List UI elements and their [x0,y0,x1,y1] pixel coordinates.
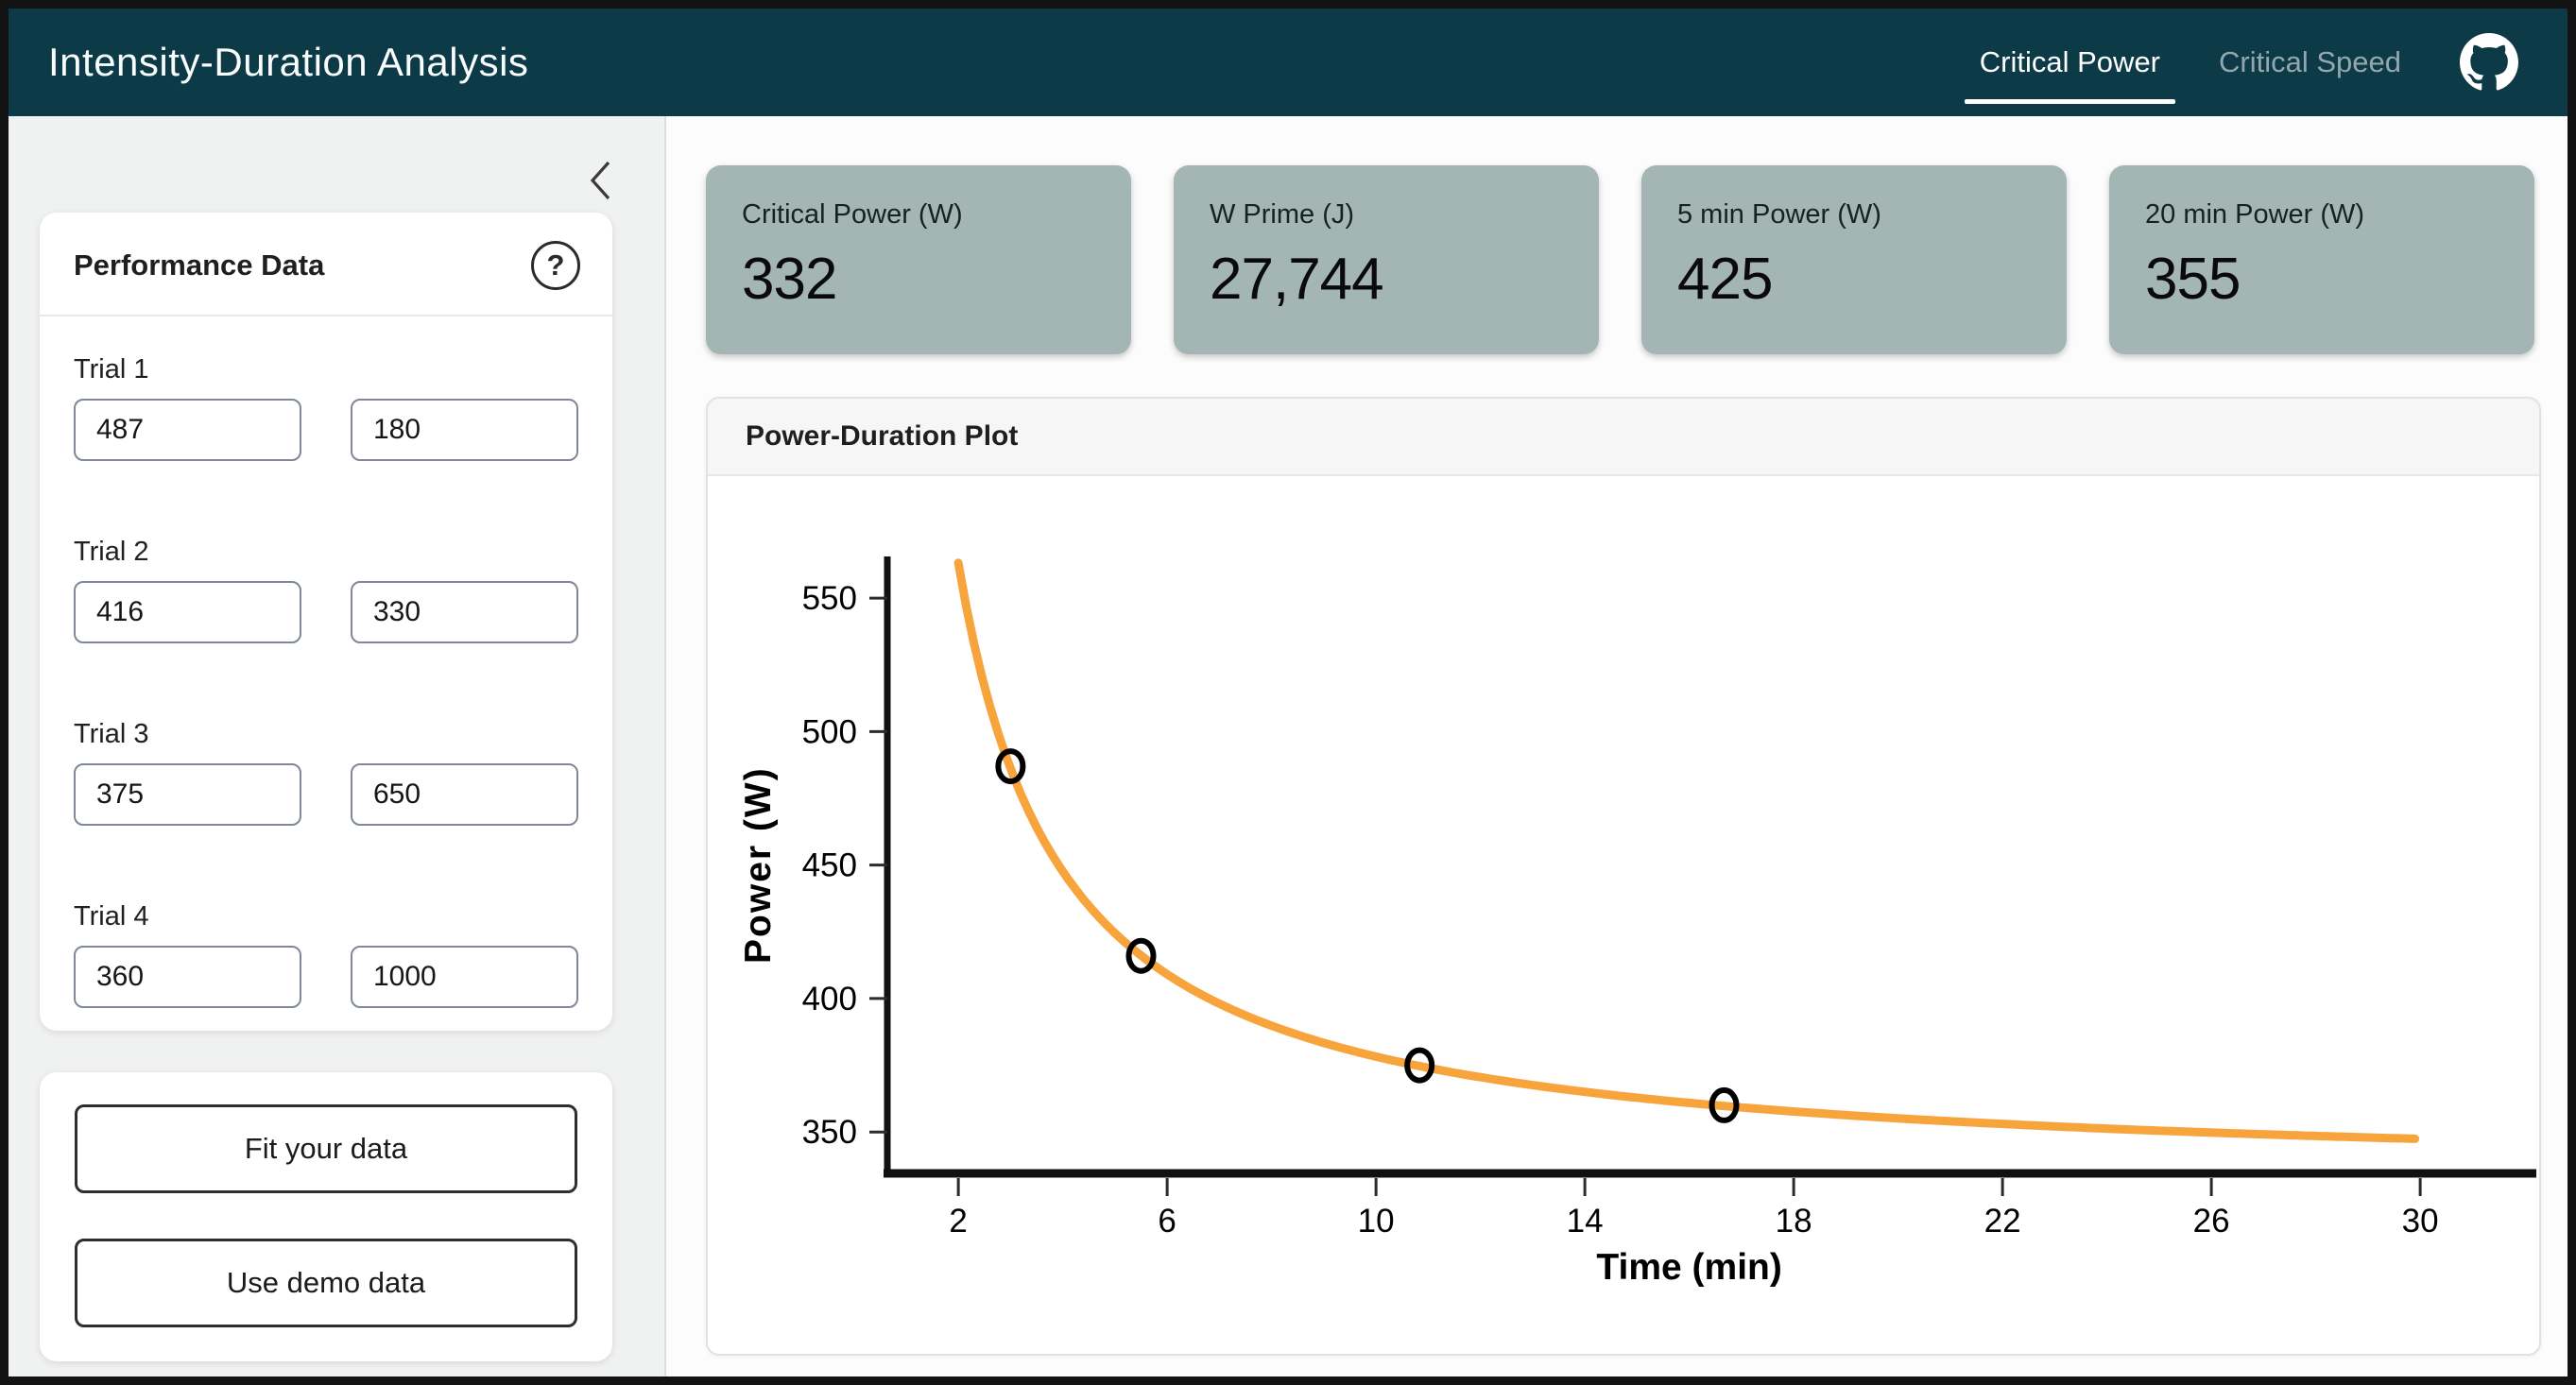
performance-data-panel: Performance Data ? Trial 1 Trial 2 Trial… [40,213,612,1031]
svg-text:Time (min): Time (min) [1596,1247,1781,1288]
plot-card-header: Power-Duration Plot [708,399,2539,476]
actions-panel: Fit your data Use demo data [40,1072,612,1361]
app-header: Intensity-Duration Analysis Critical Pow… [9,9,2567,116]
svg-text:22: 22 [1984,1203,2021,1240]
stat-card-5min-power: 5 min Power (W) 425 [1641,165,2067,354]
header-nav: Critical Power Critical Speed [1964,9,2518,116]
fit-your-data-button[interactable]: Fit your data [75,1104,577,1193]
performance-data-panel-header: Performance Data ? [40,213,612,316]
power-duration-plot-card: Power-Duration Plot 2 6 10 14 18 22 26 30 350 400… [706,397,2541,1356]
trial-4-duration-input[interactable] [351,946,578,1008]
svg-text:30: 30 [2402,1203,2439,1240]
trial-2-label: Trial 2 [74,537,149,567]
trial-4-label: Trial 4 [74,901,149,932]
stat-label: 20 min Power (W) [2145,199,2365,230]
svg-text:450: 450 [802,847,857,884]
trial-2-group: Trial 2 [74,537,578,643]
svg-text:26: 26 [2193,1203,2230,1240]
stats-row: Critical Power (W) 332 W Prime (J) 27,74… [668,116,2567,354]
trial-1-group: Trial 1 [74,354,578,461]
svg-text:6: 6 [1158,1203,1176,1240]
tab-critical-power-label: Critical Power [1979,45,2161,78]
sidebar-collapse-button[interactable] [577,154,623,207]
stat-label: W Prime (J) [1210,199,1355,230]
trial-3-label: Trial 3 [74,719,149,749]
trial-1-power-input[interactable] [74,399,301,461]
stat-value: 27,744 [1210,247,1384,312]
stat-card-critical-power: Critical Power (W) 332 [706,165,1131,354]
trial-1-duration-input[interactable] [351,399,578,461]
stat-value: 425 [1677,247,1773,312]
trial-1-label: Trial 1 [74,354,149,385]
tab-critical-speed[interactable]: Critical Speed [2219,9,2401,116]
active-tab-underline [1964,99,2176,104]
github-link[interactable] [2460,33,2518,92]
svg-text:550: 550 [802,580,857,617]
tab-critical-speed-label: Critical Speed [2219,45,2401,78]
performance-data-title: Performance Data [74,248,325,282]
stat-card-20min-power: 20 min Power (W) 355 [2109,165,2534,354]
svg-text:350: 350 [802,1114,857,1151]
trial-3-power-input[interactable] [74,763,301,826]
use-demo-data-button[interactable]: Use demo data [75,1239,577,1327]
stat-label: Critical Power (W) [742,199,963,230]
main-content: Critical Power (W) 332 W Prime (J) 27,74… [668,116,2567,1376]
trial-3-duration-input[interactable] [351,763,578,826]
svg-text:14: 14 [1567,1203,1604,1240]
svg-text:2: 2 [949,1203,967,1240]
trial-4-power-input[interactable] [74,946,301,1008]
stat-value: 332 [742,247,837,312]
plot-title: Power-Duration Plot [746,420,1019,452]
trial-2-power-input[interactable] [74,581,301,643]
stat-card-w-prime: W Prime (J) 27,744 [1174,165,1599,354]
stat-label: 5 min Power (W) [1677,199,1881,230]
svg-text:Power (W): Power (W) [738,766,779,964]
plot-body: 2 6 10 14 18 22 26 30 350 400 450 500 550 Time (min) P… [708,476,2539,1354]
svg-text:400: 400 [802,981,857,1017]
stat-value: 355 [2145,247,2241,312]
svg-text:10: 10 [1358,1203,1395,1240]
trial-2-duration-input[interactable] [351,581,578,643]
sidebar: Performance Data ? Trial 1 Trial 2 Trial… [9,116,666,1376]
trial-3-group: Trial 3 [74,719,578,826]
svg-text:500: 500 [802,713,857,750]
question-mark-icon[interactable]: ? [531,241,580,290]
tab-critical-power[interactable]: Critical Power [1964,9,2176,116]
svg-text:18: 18 [1776,1203,1812,1240]
trial-4-group: Trial 4 [74,901,578,1008]
github-icon [2460,33,2518,91]
page-title: Intensity-Duration Analysis [48,40,529,84]
chevron-left-icon [590,161,610,200]
